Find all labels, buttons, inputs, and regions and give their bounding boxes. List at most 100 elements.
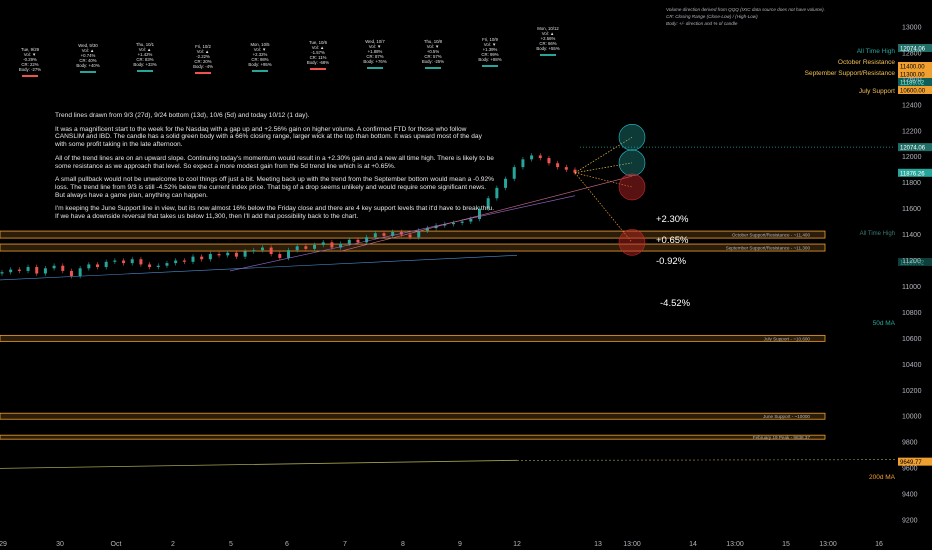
- price-badge: [898, 70, 932, 78]
- y-tick-label: 12800: [902, 50, 922, 57]
- day-stat-day: Wed, 10/7: [365, 39, 385, 44]
- trend-line-13d: [229, 195, 576, 272]
- analysis-notes: Trend lines drawn from 9/3 (27d), 9/24 b…: [55, 112, 495, 227]
- price-badge: [898, 44, 932, 52]
- candle-body: [9, 269, 13, 273]
- candle-body: [547, 158, 551, 164]
- day-stat-vol: Vol: ▲: [81, 47, 95, 53]
- candle-body: [148, 264, 152, 268]
- day-stat-day: Mon, 10/5: [250, 42, 270, 47]
- day-stat-box: Thu, 10/8 Vol: ▼ +0.5% CR: 57% Body: -25%: [410, 39, 456, 69]
- header-note: Volume direction derived from QQQ (IXIC …: [666, 6, 825, 27]
- day-stat-chg: +1.42%: [137, 51, 153, 57]
- july-support-band-label: July Support - ~10,600: [764, 336, 811, 341]
- candle-body: [313, 244, 317, 249]
- july-support-label: July Support: [859, 88, 895, 95]
- day-stat-chg: +1.39%: [482, 46, 498, 52]
- candle-body: [0, 272, 4, 274]
- october-support-band: [0, 230, 826, 239]
- candle-body: [226, 252, 230, 256]
- day-stat-chg: +2.56%: [540, 35, 556, 41]
- candle-body: [408, 234, 412, 238]
- candle-body: [460, 221, 464, 223]
- y-tick-label: 11600: [902, 206, 921, 213]
- day-stat-day: Tue, 9/29: [21, 47, 39, 52]
- candle-body: [130, 259, 134, 264]
- price-badge-text: 11189.02: [900, 260, 925, 266]
- day-stat-vol: Vol: ▼: [368, 43, 382, 49]
- candle-body: [260, 247, 264, 251]
- y-tick-label: 9200: [902, 518, 918, 525]
- day-stat-chg: -2.22%: [196, 53, 210, 59]
- projection-ray: [574, 136, 633, 174]
- ath-mid-label: All Time High: [860, 231, 895, 237]
- projection-label-down-092: -0.92%: [656, 256, 687, 267]
- y-tick-label: 11800: [902, 180, 921, 187]
- day-stat-chg: +0.74%: [80, 52, 96, 58]
- projection-circle: [618, 173, 646, 201]
- x-tick-label: 14: [689, 541, 697, 548]
- candle-body: [234, 252, 238, 257]
- candle-body: [538, 155, 542, 159]
- day-stat-day: Thu, 10/8: [423, 39, 443, 44]
- day-stat-cr: CR: 57%: [424, 53, 442, 59]
- candle-body: [339, 243, 343, 248]
- ma200-line: [0, 459, 518, 469]
- y-axis: 9200 9400 9600 9800 10000 10200 10400 10600 1080…: [902, 25, 922, 525]
- candle-body: [252, 250, 256, 252]
- candle-body: [217, 254, 221, 256]
- day-stat-day: Tue, 10/6: [309, 40, 327, 45]
- day-stat-cr: CR: 40%: [79, 57, 97, 63]
- candle-body: [208, 254, 212, 260]
- x-tick-label: 16: [875, 541, 883, 548]
- candle-body: [87, 264, 91, 269]
- day-stat-box: Tue, 10/6 Vol: ▲ -1.57% CR: 11% Body: -68%: [295, 40, 341, 70]
- y-tick-label: 11200: [902, 258, 921, 265]
- price-badge-text: 10600.00: [900, 89, 926, 95]
- price-badge: [898, 457, 932, 466]
- day-stat-box: Mon, 10/5 Vol: ▼ +2.32% CR: 98% Body: +95%: [237, 42, 283, 72]
- day-stat-cr: CR: 20%: [194, 58, 212, 64]
- candle-body: [504, 178, 508, 188]
- day-stat-vol: Vol: ▼: [23, 51, 37, 57]
- day-stat-bar: [482, 64, 498, 67]
- x-tick-label: 2: [171, 541, 175, 548]
- price-badge: [898, 78, 932, 86]
- header-note-line3: Body: +/- direction and % of candle: [666, 21, 738, 26]
- day-stat-box: Fri, 10/2 Vol: ▲ -2.22% CR: 20% Body: -4%: [180, 44, 226, 74]
- x-axis: 29 30 Oct 2 5 6 7 8 9 12 13 13:00 14 13:00 15 13:00 16: [0, 541, 883, 548]
- price-badge-text: 9649.77: [900, 460, 922, 466]
- candle-body: [139, 259, 143, 265]
- ath-top-label: All Time High: [857, 48, 896, 55]
- candle-body: [156, 265, 160, 268]
- day-stat-day: Wed, 9/30: [78, 43, 98, 48]
- candle-body: [356, 239, 360, 243]
- y-tick-label: 10200: [902, 388, 922, 395]
- x-tick-label: 12: [513, 541, 521, 548]
- day-stat-cr: CR: 98%: [251, 56, 269, 62]
- candle-body: [278, 254, 282, 258]
- note-paragraph: A small pullback would not be unwelcome …: [55, 176, 494, 199]
- price-badge-text: 11400.00: [900, 65, 925, 71]
- x-tick-label: 13:00: [726, 541, 744, 548]
- day-stat-box: Tue, 9/29 Vol: ▼ -0.29% CR: 22% Body: -27%: [7, 47, 53, 77]
- day-stat-cr: CR: 22%: [21, 61, 39, 67]
- candle-body: [391, 231, 395, 236]
- day-stat-box: Mon, 10/12 Vol: ▲ +2.56% CR: 66% Body: +55%: [525, 26, 571, 56]
- day-stat-box: Thu, 10/1 Vol: ▲ +1.42% CR: 83% Body: +33%: [122, 42, 168, 72]
- y-tick-label: 9600: [902, 466, 918, 473]
- ma50-label: 50d MA: [873, 320, 896, 327]
- day-stat-bar: [195, 71, 211, 74]
- price-badge: [898, 143, 932, 152]
- day-stat-box: Wed, 9/30 Vol: ▲ +0.74% CR: 40% Body: +40%: [65, 43, 111, 73]
- candle-body: [304, 246, 308, 249]
- y-tick-label: 12000: [902, 154, 922, 161]
- y-tick-label: 12200: [902, 128, 922, 135]
- header-note-line2: CR: Closing Range (Close-Low) / (High-Lo…: [666, 14, 758, 19]
- candle-body: [104, 261, 108, 268]
- price-badge-text: 11300.00: [900, 73, 925, 79]
- candle-body: [512, 167, 516, 179]
- day-stat-vol: Vol: ▲: [138, 46, 152, 52]
- candle-body: [191, 256, 195, 262]
